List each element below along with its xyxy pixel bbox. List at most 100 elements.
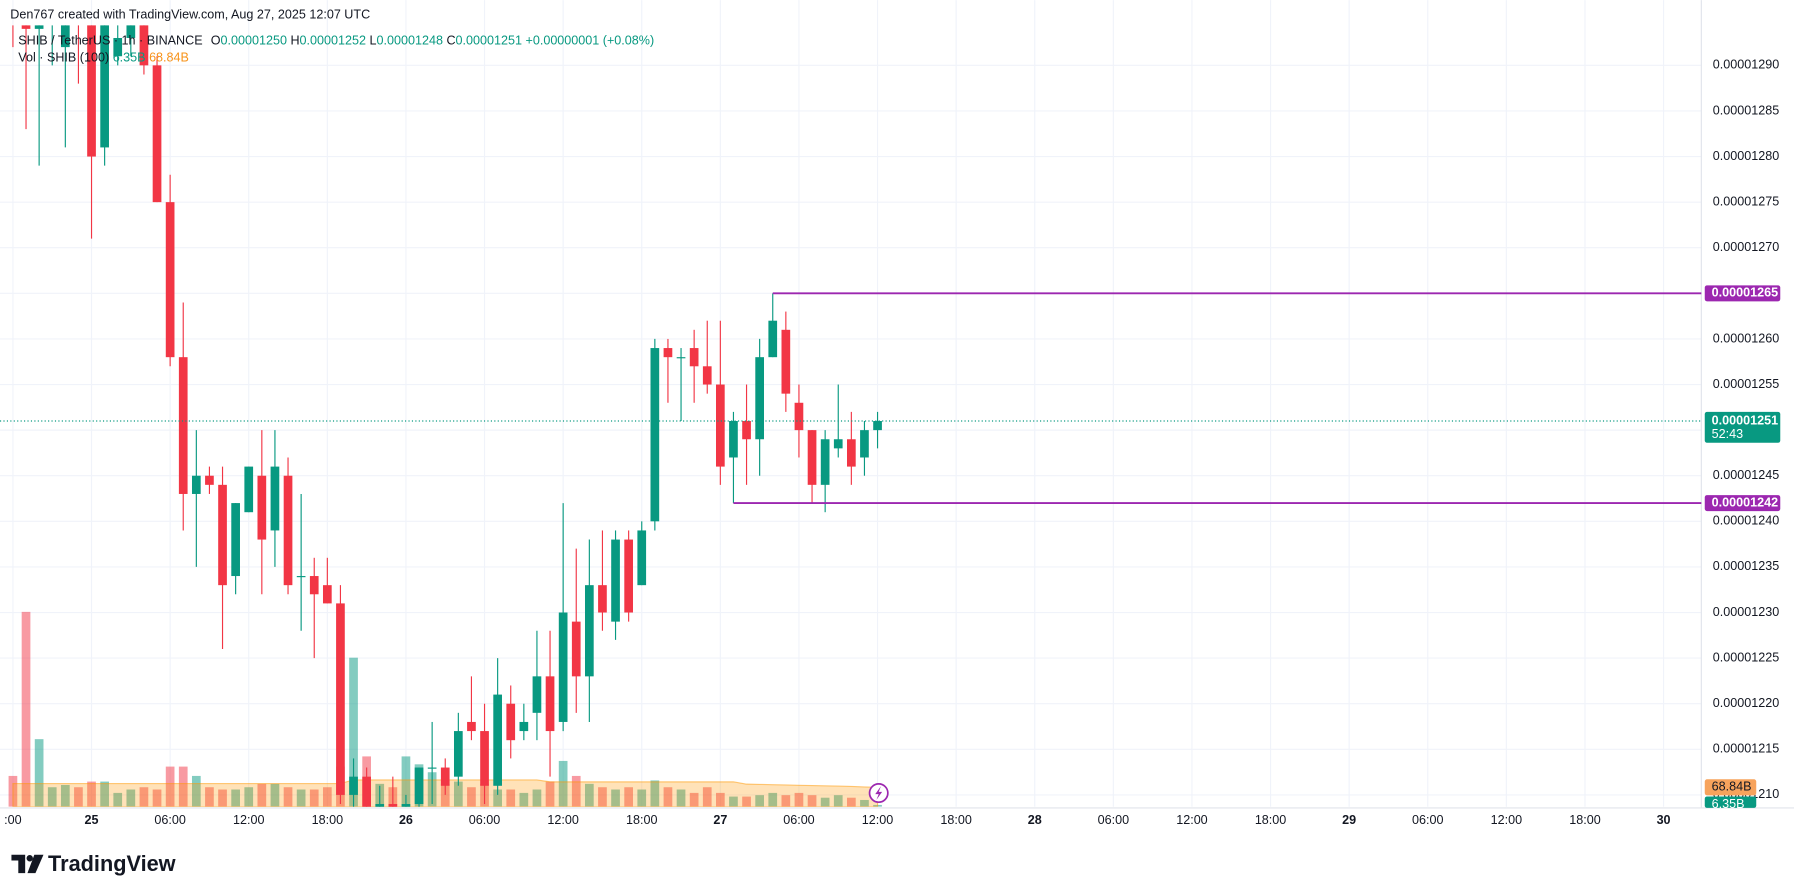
volume-bar xyxy=(807,795,817,807)
candle-body xyxy=(440,767,450,786)
volume-legend: Vol · SHIB (100) 6.35B 68.84B xyxy=(18,51,189,65)
candle-body xyxy=(860,430,869,458)
volume-bar xyxy=(152,789,162,807)
volume-bar xyxy=(231,789,240,807)
volume-bar xyxy=(257,783,267,807)
volume-value: 6.35B xyxy=(113,51,146,65)
price-axis: 0.000012100.000012150.000012200.00001225… xyxy=(1713,58,1779,802)
level-badge xyxy=(1704,285,1781,302)
level-label: 0.00001265 xyxy=(1712,286,1778,300)
volume-bar xyxy=(322,787,332,807)
x-tick-label: 12:00 xyxy=(1491,813,1522,827)
volume-bar xyxy=(270,783,280,807)
ohlc-value: 0.00001252 xyxy=(300,34,366,48)
candle-body xyxy=(21,25,31,29)
ohlc-value: 0.00001250 xyxy=(220,34,286,48)
candle-body xyxy=(598,585,607,613)
volume-bar xyxy=(702,787,712,807)
candle-body xyxy=(807,430,817,485)
volume-bar xyxy=(87,781,96,807)
candle-body xyxy=(283,475,293,586)
ohlc-value: 0.00001248 xyxy=(376,34,442,48)
x-tick-label: 06:00 xyxy=(154,813,185,827)
x-tick-label: 27 xyxy=(713,813,727,827)
x-tick-label: 06:00 xyxy=(1098,813,1129,827)
y-tick-label: 0.00001270 xyxy=(1713,240,1779,254)
volume-bar xyxy=(191,775,201,807)
logo-mark xyxy=(27,854,44,874)
volume-ma-badge-label: 68.84B xyxy=(1712,780,1752,794)
symbol-title: SHIB / TetherUS · 1h · BINANCE xyxy=(18,34,202,48)
volume-bar xyxy=(506,789,516,807)
candle-body xyxy=(729,421,738,458)
candle-body xyxy=(60,25,70,48)
ohlc-label: L xyxy=(369,34,376,48)
volume-bar xyxy=(558,760,568,807)
volume-bar xyxy=(650,780,660,807)
candle-body xyxy=(349,776,358,795)
x-tick-label: 06:00 xyxy=(469,813,500,827)
y-tick-label: 0.00001275 xyxy=(1713,194,1779,208)
ohlc-label: C xyxy=(446,34,455,48)
volume-bar xyxy=(493,789,502,807)
candle-body xyxy=(401,804,411,807)
candle-body xyxy=(467,721,476,732)
candle-body xyxy=(571,621,581,677)
y-tick-label: 0.00001240 xyxy=(1713,514,1779,528)
alert-icon[interactable] xyxy=(868,783,889,804)
volume-bar xyxy=(139,787,149,807)
logo-mark xyxy=(11,854,26,874)
y-tick-label: 0.00001215 xyxy=(1713,742,1779,756)
candle-body xyxy=(689,348,699,367)
volume-bar xyxy=(637,789,647,807)
x-tick-label: 12:00 xyxy=(1176,813,1207,827)
volume-bar xyxy=(742,796,751,807)
volume-badge-label: 6.35B xyxy=(1712,797,1745,811)
brand: TradingView xyxy=(48,851,176,876)
volume-bar xyxy=(794,792,804,807)
volume-bar xyxy=(820,797,830,807)
candle-body xyxy=(113,37,123,57)
countdown: 52:43 xyxy=(1712,427,1743,441)
volume-bar xyxy=(624,787,633,807)
candle-body xyxy=(637,530,647,586)
candle-body xyxy=(336,603,345,795)
x-tick-label: 18:00 xyxy=(1255,813,1286,827)
candle-body xyxy=(375,804,385,807)
candle-body xyxy=(650,348,660,522)
candle-body xyxy=(847,439,856,467)
candle-body xyxy=(244,466,254,513)
candle-body xyxy=(309,576,319,595)
volume-bar xyxy=(60,784,70,807)
volume-bar xyxy=(401,756,411,807)
candle-body xyxy=(362,776,371,807)
x-tick-label: 25 xyxy=(85,813,99,827)
candle-body xyxy=(702,366,712,385)
volume-bar xyxy=(47,787,57,807)
y-tick-label: 0.00001235 xyxy=(1713,559,1779,573)
current-price-label: 0.00001251 xyxy=(1712,413,1778,427)
change: +0.00000001 (+0.08%) xyxy=(525,34,654,48)
candle-body xyxy=(231,503,240,577)
candle-body xyxy=(453,731,463,777)
alert-bolt[interactable] xyxy=(875,786,883,800)
volume-bar xyxy=(244,787,254,807)
x-tick-label: 06:00 xyxy=(1412,813,1443,827)
volume-ma-value: 68.84B xyxy=(149,51,189,65)
candle-body xyxy=(178,357,188,494)
brand-logo: TradingView xyxy=(11,851,176,876)
candle-body xyxy=(545,676,555,732)
candle-body xyxy=(205,475,214,485)
x-tick-label: 12:00 xyxy=(547,813,578,827)
y-tick-label: 0.00001280 xyxy=(1713,149,1779,163)
candle-body xyxy=(126,25,136,38)
candle-body xyxy=(676,357,686,359)
volume-bar xyxy=(126,789,136,807)
candle-body xyxy=(873,421,882,431)
volume-bar xyxy=(218,789,227,807)
candle-body xyxy=(87,25,96,157)
volume-bar xyxy=(349,657,358,807)
candle-body xyxy=(152,65,162,203)
